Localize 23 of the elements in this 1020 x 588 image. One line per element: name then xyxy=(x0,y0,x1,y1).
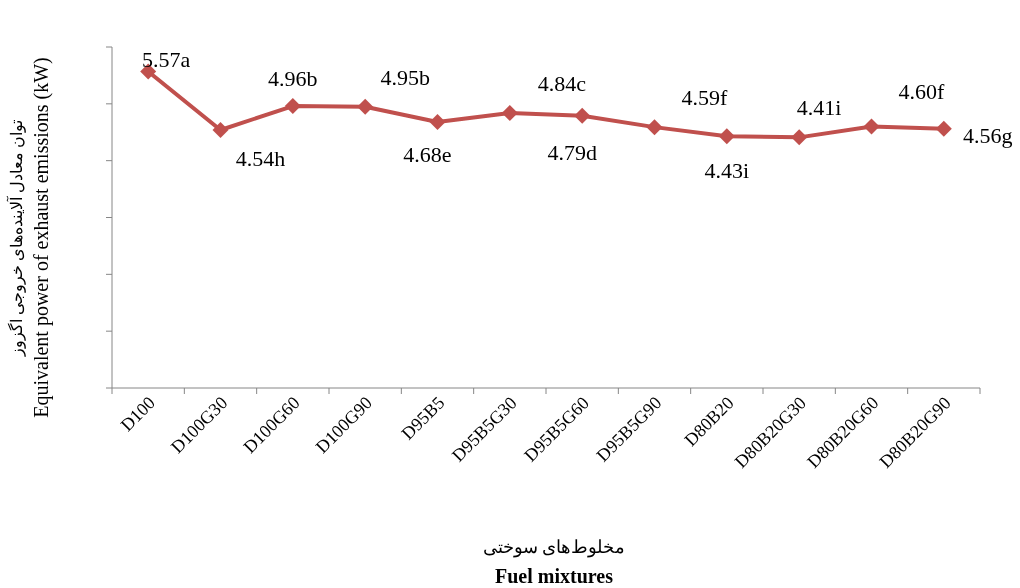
data-label: 5.57a xyxy=(142,47,191,73)
point xyxy=(429,114,446,131)
data-label: 4.59f xyxy=(681,85,729,111)
data-label: 4.56g xyxy=(963,122,1013,148)
data-label: 4.95b xyxy=(380,64,430,90)
point xyxy=(646,119,663,136)
data-label: 4.43i xyxy=(704,158,750,184)
point xyxy=(284,98,301,115)
data-label: 4.60f xyxy=(898,78,946,104)
point xyxy=(574,107,591,124)
data-label: 4.54h xyxy=(235,145,286,171)
point xyxy=(718,128,735,145)
data-label: 4.68e xyxy=(403,142,452,168)
point xyxy=(935,120,952,137)
point xyxy=(863,118,880,135)
point xyxy=(212,121,229,138)
point xyxy=(501,104,518,121)
point xyxy=(791,129,808,146)
data-label: 4.96b xyxy=(268,66,318,92)
data-label: 4.79d xyxy=(547,139,597,165)
point xyxy=(357,98,374,115)
data-label: 4.84c xyxy=(537,70,587,96)
data-label: 4.41i xyxy=(796,95,842,121)
